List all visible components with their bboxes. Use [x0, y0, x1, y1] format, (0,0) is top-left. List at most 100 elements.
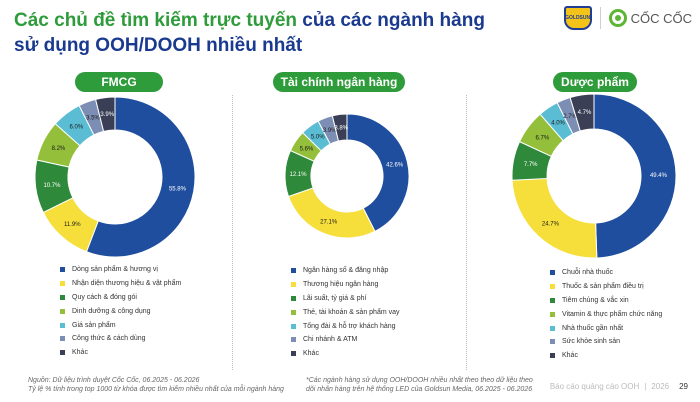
legend-item: Tổng đài & hỗ trợ khách hàng	[291, 319, 400, 333]
slice-value-label: 2.7%	[563, 114, 577, 120]
slice-value-label: 5.0%	[311, 135, 325, 141]
brand-logos: GOLDSUN CỐC CỐC	[563, 6, 692, 30]
legend-label: Nhận diện thương hiệu & vật phẩm	[72, 280, 182, 288]
note-line-1: *Các ngành hàng sử dụng OOH/DOOH nhiều n…	[306, 377, 533, 384]
title-highlight: Các chủ đề tìm kiếm trực tuyến	[14, 10, 298, 31]
legend-item: Giá sản phẩm	[60, 318, 181, 332]
legend-label: Chuỗi nhà thuốc	[562, 269, 613, 277]
legend-swatch	[60, 281, 65, 287]
legend-label: Công thức & cách dùng	[72, 335, 146, 343]
slice-value-label: 11.9%	[64, 222, 81, 228]
legend-item: Ngân hàng số & đăng nhập	[291, 264, 400, 278]
slice-value-label: 49.4%	[650, 173, 668, 179]
slice-value-label: 3.9%	[323, 128, 337, 134]
column-divider	[232, 95, 233, 370]
slice-value-label: 3.9%	[100, 112, 114, 118]
legend-label: Thuốc & sản phẩm điều trị	[562, 283, 644, 291]
source-note: Nguồn: Dữ liệu trình duyệt Cốc Cốc, 06.2…	[28, 376, 284, 394]
title-rest: của các ngành hàng	[297, 10, 485, 31]
donut-slice	[511, 177, 598, 259]
legend-label: Chi nhánh & ATM	[303, 336, 358, 344]
legend-swatch	[550, 284, 555, 290]
legend-label: Lãi suất, tỷ giá & phí	[303, 294, 367, 302]
donut-slice	[94, 96, 116, 133]
donut-slice	[569, 93, 595, 132]
legend-swatch	[550, 311, 555, 317]
legend-swatch	[550, 339, 555, 345]
chart-title-fmcg: FMCG	[75, 72, 163, 92]
legend-item: Thẻ, tài khoản & sản phẩm vay	[291, 305, 400, 319]
legend-item: Tiêm chủng & vắc xin	[550, 294, 662, 308]
legend-swatch	[60, 350, 65, 356]
legend-label: Thẻ, tài khoản & sản phẩm vay	[303, 308, 400, 316]
donut-slice	[593, 93, 677, 259]
source-line-2: Tỷ lệ % tính trong top 1000 từ khóa được…	[28, 386, 284, 393]
legend-swatch	[550, 353, 555, 359]
chart-title-finance: Tài chính ngân hàng	[273, 72, 405, 92]
legend-label: Giá sản phẩm	[72, 321, 116, 329]
title-line-2: sử dụng OOH/DOOH nhiều nhất	[14, 35, 303, 56]
goldsun-logo-text: GOLDSUN	[565, 15, 591, 21]
legend-label: Tổng đài & hỗ trợ khách hàng	[303, 322, 396, 330]
donut-chart-fmcg: 55.8% 11.9% 10.7% 8.2% 6.0%3.5%3.9%	[34, 96, 196, 258]
legend-fmcg: Dòng sản phẩm & hương vị Nhận diện thương…	[60, 263, 181, 360]
legend-item: Quy cách & đóng gói	[60, 291, 181, 305]
legend-label: Quy cách & đóng gói	[72, 293, 137, 301]
slice-value-label: 3.8%	[334, 125, 348, 131]
legend-label: Khác	[303, 350, 319, 358]
slice-value-label: 12.1%	[290, 172, 308, 178]
legend-label: Tiêm chủng & vắc xin	[562, 296, 629, 304]
page-footer: Báo cáo quảng cáo OOH | 2026 29	[550, 382, 688, 391]
legend-item: Nhà thuốc gần nhất	[550, 321, 662, 335]
legend-pharma: Chuỗi nhà thuốc Thuốc & sản phẩm điều trị…	[550, 266, 662, 363]
chart-title-pharma: Dược phẩm	[553, 72, 637, 92]
slice-value-label: 10.7%	[43, 183, 61, 189]
legend-item: Dinh dưỡng & công dụng	[60, 304, 181, 318]
methodology-note: *Các ngành hàng sử dụng OOH/DOOH nhiều n…	[306, 376, 533, 394]
legend-swatch	[291, 295, 296, 301]
legend-item: Công thức & cách dùng	[60, 332, 181, 346]
page-title: Các chủ đề tìm kiếm trực tuyến của các n…	[14, 8, 534, 58]
donut-chart-pharma: 49.4% 24.7% 7.7% 6.7% 4.0%2.7%4.7%	[511, 93, 677, 259]
legend-item: Nhận diện thương hiệu & vật phẩm	[60, 277, 181, 291]
slice-value-label: 6.0%	[70, 125, 84, 131]
legend-label: Khác	[562, 352, 578, 360]
legend-finance: Ngân hàng số & đăng nhập Thương hiệu ngân…	[291, 264, 400, 361]
legend-item: Vitamin & thực phẩm chức năng	[550, 307, 662, 321]
legend-item: Chi nhánh & ATM	[291, 333, 400, 347]
report-name: Báo cáo quảng cáo OOH	[549, 382, 640, 391]
legend-swatch	[291, 351, 296, 357]
note-line-2: dõi nhãn hàng trên hệ thống LED của Gold…	[306, 386, 533, 393]
legend-item: Sức khỏe sinh sản	[550, 335, 662, 349]
slice-value-label: 24.7%	[542, 222, 560, 228]
report-year: 2026	[651, 382, 670, 391]
slice-value-label: 27.1%	[320, 219, 338, 225]
donut-slice	[331, 113, 348, 142]
legend-item: Khác	[60, 346, 181, 360]
legend-swatch	[291, 309, 296, 315]
slice-value-label: 4.7%	[578, 110, 592, 116]
legend-item: Thương hiệu ngân hàng	[291, 278, 400, 292]
legend-item: Lãi suất, tỷ giá & phí	[291, 292, 400, 306]
legend-swatch	[60, 322, 65, 328]
legend-swatch	[550, 270, 555, 276]
donut-slice	[346, 113, 410, 233]
legend-swatch	[60, 294, 65, 300]
slice-value-label: 42.6%	[386, 163, 404, 169]
legend-swatch	[550, 325, 555, 331]
page-number: 29	[679, 382, 688, 391]
legend-label: Ngân hàng số & đăng nhập	[303, 267, 389, 275]
donut-chart-finance: 42.6% 27.1% 12.1% 5.6% 5.0%3.9%3.8%	[284, 113, 410, 239]
legend-item: Thuốc & sản phẩm điều trị	[550, 280, 662, 294]
legend-swatch	[60, 267, 65, 273]
legend-swatch	[60, 308, 65, 314]
column-divider	[466, 95, 467, 370]
legend-item: Khác	[291, 347, 400, 361]
legend-swatch	[291, 268, 296, 274]
legend-item: Khác	[550, 349, 662, 363]
legend-swatch	[291, 323, 296, 329]
legend-label: Vitamin & thực phẩm chức năng	[562, 310, 663, 318]
donut-slice	[85, 96, 196, 258]
slice-value-label: 3.5%	[86, 115, 100, 121]
